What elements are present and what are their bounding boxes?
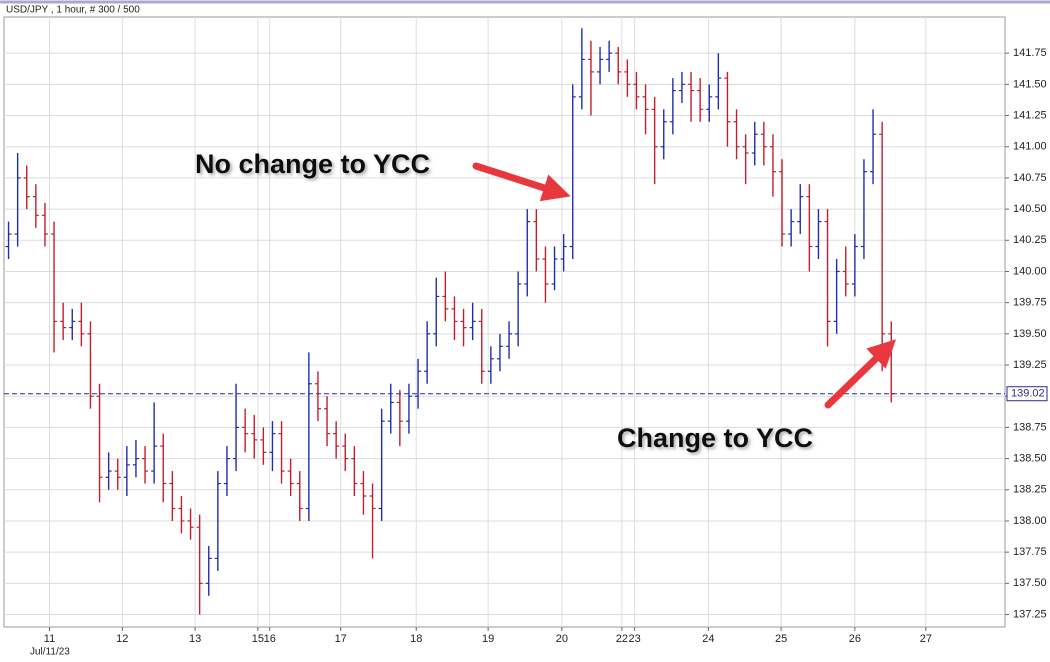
annotation-arrow xyxy=(824,339,897,409)
y-tick-label: 140.25 xyxy=(1013,234,1047,246)
chart-title: USD/JPY , 1 hour, # 300 / 500 xyxy=(6,5,140,16)
x-tick-label: 18 xyxy=(410,633,422,645)
x-tick-label: 26 xyxy=(849,633,861,645)
bars: 139.02 xyxy=(4,28,1048,615)
y-tick-label: 140.50 xyxy=(1013,203,1047,215)
y-tick-label: 138.75 xyxy=(1013,421,1047,433)
y-tick-label: 139.75 xyxy=(1013,297,1047,309)
x-tick-label: 20 xyxy=(556,633,568,645)
annotation: Change to YCC xyxy=(617,423,813,453)
x-tick-label: 22 xyxy=(616,633,628,645)
y-tick-label: 141.75 xyxy=(1013,47,1047,59)
x-tick-label: 16 xyxy=(264,633,276,645)
y-tick-label: 138.50 xyxy=(1013,453,1047,465)
last-price-label: 139.02 xyxy=(1011,388,1045,400)
x-tick-label: 12 xyxy=(116,633,128,645)
y-tick-label: 137.50 xyxy=(1013,577,1047,589)
y-tick-label: 141.00 xyxy=(1013,141,1047,153)
x-tick-label: 11 xyxy=(44,633,55,645)
y-tick-label: 137.75 xyxy=(1013,546,1047,558)
x-tick-label: 24 xyxy=(702,633,714,645)
y-tick-label: 138.00 xyxy=(1013,515,1047,527)
y-tick-label: 140.75 xyxy=(1013,172,1047,184)
plot-area xyxy=(3,16,1006,628)
x-tick-label: 15 xyxy=(252,633,264,645)
x-tick-label: 27 xyxy=(920,633,932,645)
y-tick-label: 141.50 xyxy=(1013,78,1047,90)
y-tick-label: 139.25 xyxy=(1013,359,1047,371)
x-tick-label: 25 xyxy=(775,633,787,645)
last-price-box xyxy=(1006,386,1048,402)
x-date-label: Jul/11/23 xyxy=(30,647,70,658)
y-tick-label: 139.50 xyxy=(1013,328,1047,340)
y-tick-label: 141.25 xyxy=(1013,109,1047,121)
x-tick-label: 23 xyxy=(629,633,641,645)
y-tick-label: 138.25 xyxy=(1013,484,1047,496)
x-tick-label: 19 xyxy=(482,633,494,645)
annotation: No change to YCC xyxy=(195,149,430,179)
x-tick-label: 17 xyxy=(335,633,347,645)
annotation-arrow xyxy=(472,162,571,202)
x-tick-label: 13 xyxy=(189,633,201,645)
y-tick-label: 140.00 xyxy=(1013,265,1047,277)
y-tick-label: 137.25 xyxy=(1013,608,1047,620)
